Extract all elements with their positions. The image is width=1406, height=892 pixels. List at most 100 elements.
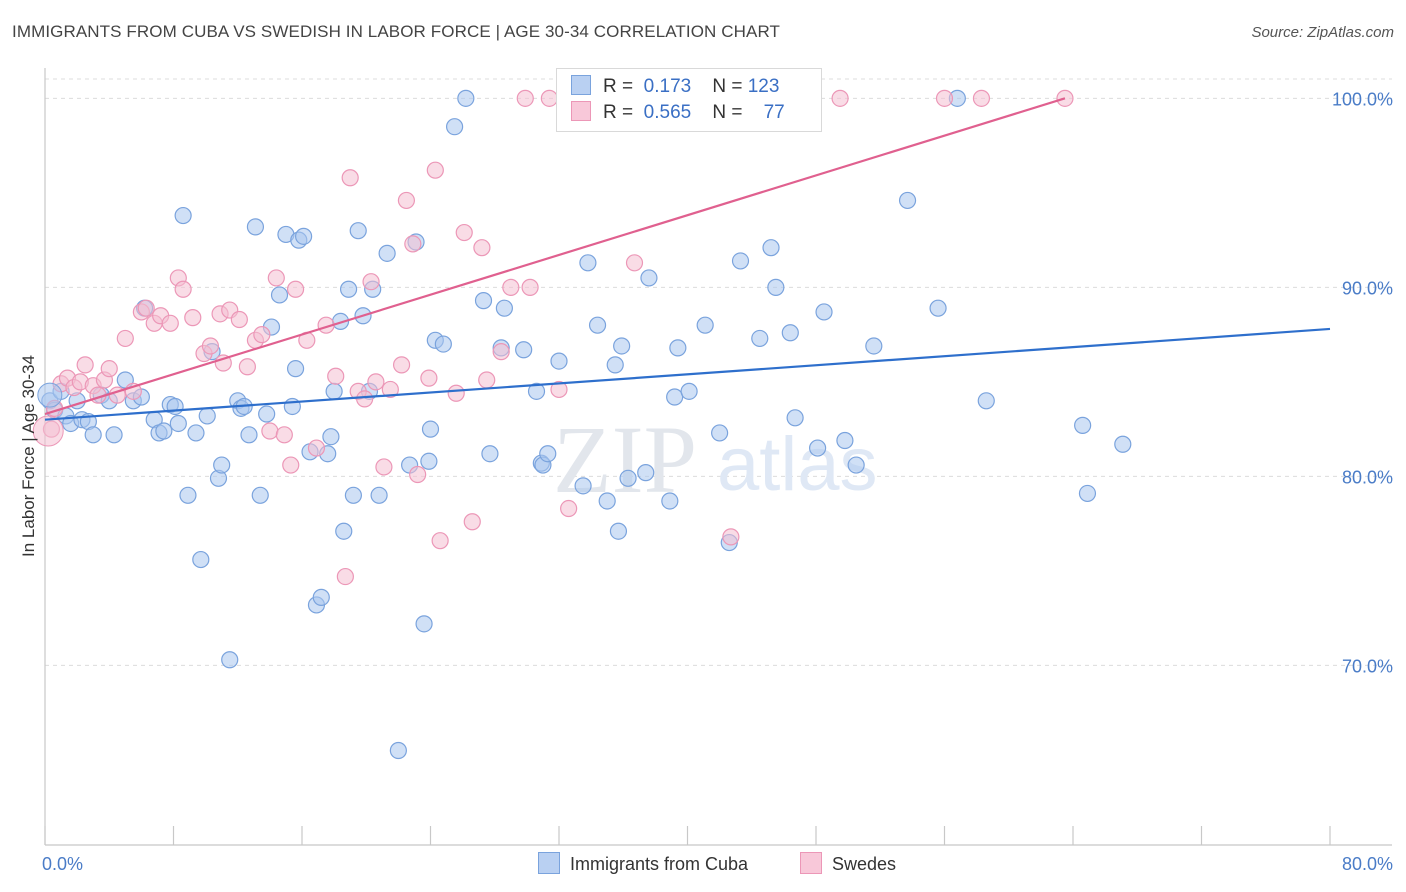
tick-labels: 100.0% 90.0% 80.0% 70.0% 0.0% 80.0% [42, 89, 1393, 874]
bottom-legend-swedes: Swedes [800, 852, 896, 875]
y-tick-label: 70.0% [1342, 656, 1393, 676]
cuba-point [187, 424, 205, 442]
cuba-point [929, 299, 947, 317]
swedes-point [286, 280, 305, 298]
swedes-point [201, 337, 220, 355]
cuba-point [246, 218, 265, 236]
legend-r-value-swedes: 0.565 [643, 102, 692, 123]
swedes-point [502, 278, 520, 296]
chart-title: IMMIGRANTS FROM CUBA VS SWEDISH IN LABOR… [12, 22, 781, 41]
cuba-point [349, 222, 367, 240]
swedes-point [447, 384, 465, 402]
cuba-point [550, 352, 568, 370]
swedes-point [463, 513, 481, 531]
swedes-point [174, 280, 192, 298]
swedes-point [161, 314, 179, 332]
legend-swatch-cuba [571, 75, 591, 95]
swedes-point [722, 528, 740, 546]
swedes-point [521, 278, 539, 296]
cuba-point [836, 431, 854, 450]
swedes-point [478, 371, 496, 389]
y-tick-label: 80.0% [1342, 467, 1393, 487]
swedes-point [550, 380, 568, 399]
y-tick-label: 100.0% [1332, 89, 1393, 109]
swedes-point [625, 254, 644, 272]
cuba-point [609, 522, 628, 540]
swedes-point [282, 456, 300, 474]
cuba-point [258, 405, 276, 423]
cuba-point [221, 651, 239, 669]
cuba-point [762, 239, 780, 257]
cuba-point [619, 469, 637, 487]
swedes-point [327, 367, 345, 385]
cuba-point [613, 337, 631, 355]
y-axis-label: In Labor Force | Age 30-34 [19, 355, 38, 557]
swedes-point [426, 161, 444, 179]
swedes-point [560, 499, 578, 518]
swedes-point [381, 380, 399, 399]
cuba-point [37, 382, 63, 408]
cuba-point [751, 329, 769, 348]
swedes-point [230, 310, 248, 329]
cuba-point [105, 426, 123, 444]
cuba-point [495, 299, 513, 317]
cuba-point [169, 414, 187, 433]
x-tick-label: 80.0% [1342, 854, 1393, 874]
legend-row-cuba: R = 0.173 N = 123 [571, 75, 779, 101]
swedes-point [100, 360, 118, 378]
cuba-point [240, 426, 258, 444]
cuba-point [344, 486, 362, 504]
swedes-point [116, 329, 134, 348]
swedes-point [238, 358, 256, 376]
cuba-point [680, 382, 698, 400]
source-label: Source: ZipAtlas.com [1251, 24, 1394, 41]
swedes-point [397, 191, 416, 210]
swedes-trendline [44, 97, 1066, 416]
cuba-point [415, 615, 433, 633]
legend-swatch-swedes [571, 101, 591, 121]
cuba-point [474, 292, 493, 310]
cuba-point [606, 356, 624, 374]
legend-row-swedes: R = 0.565 N = 77 [571, 101, 785, 127]
swedes-point [831, 89, 849, 107]
cuba-point [666, 388, 684, 406]
cuba-point [767, 278, 785, 296]
cuba-point [1114, 435, 1132, 453]
bottom-legend-swatch-swedes [800, 852, 822, 874]
swedes-point [540, 89, 558, 107]
cuba-point [574, 477, 592, 495]
legend-r-label: R = [603, 76, 634, 97]
swedes-point [32, 415, 64, 447]
swedes-point [336, 567, 354, 586]
cuba-point [421, 420, 440, 438]
swedes-point [455, 223, 473, 242]
cuba-point [579, 254, 597, 272]
legend-n-value-cuba: 123 [747, 76, 780, 97]
swedes-point [76, 356, 94, 374]
cuba-point [481, 445, 499, 463]
swedes-point [516, 89, 534, 107]
axes [44, 68, 1392, 846]
cuba-point [174, 206, 192, 225]
cuba-point [898, 191, 917, 210]
swedes-point [356, 390, 374, 408]
cuba-point [457, 89, 475, 107]
legend-n-label: N = [712, 102, 743, 123]
cuba-point [809, 439, 827, 457]
cuba-point [781, 324, 799, 342]
swedes-point [261, 422, 279, 440]
swedes-point [392, 356, 411, 374]
cuba-point [434, 335, 452, 353]
cuba-point [270, 286, 289, 304]
swedes-point [972, 89, 991, 107]
trendlines [44, 97, 1331, 421]
swedes-point [253, 326, 271, 344]
cuba-point [669, 339, 687, 357]
cuba-point [515, 341, 533, 359]
swedes-point [137, 299, 155, 317]
legend-r-value-cuba: 0.173 [643, 76, 692, 97]
bottom-legend-label-swedes: Swedes [832, 854, 897, 874]
y-tick-label: 90.0% [1342, 278, 1393, 298]
cuba-point [166, 397, 184, 416]
cuba-point [198, 407, 216, 425]
